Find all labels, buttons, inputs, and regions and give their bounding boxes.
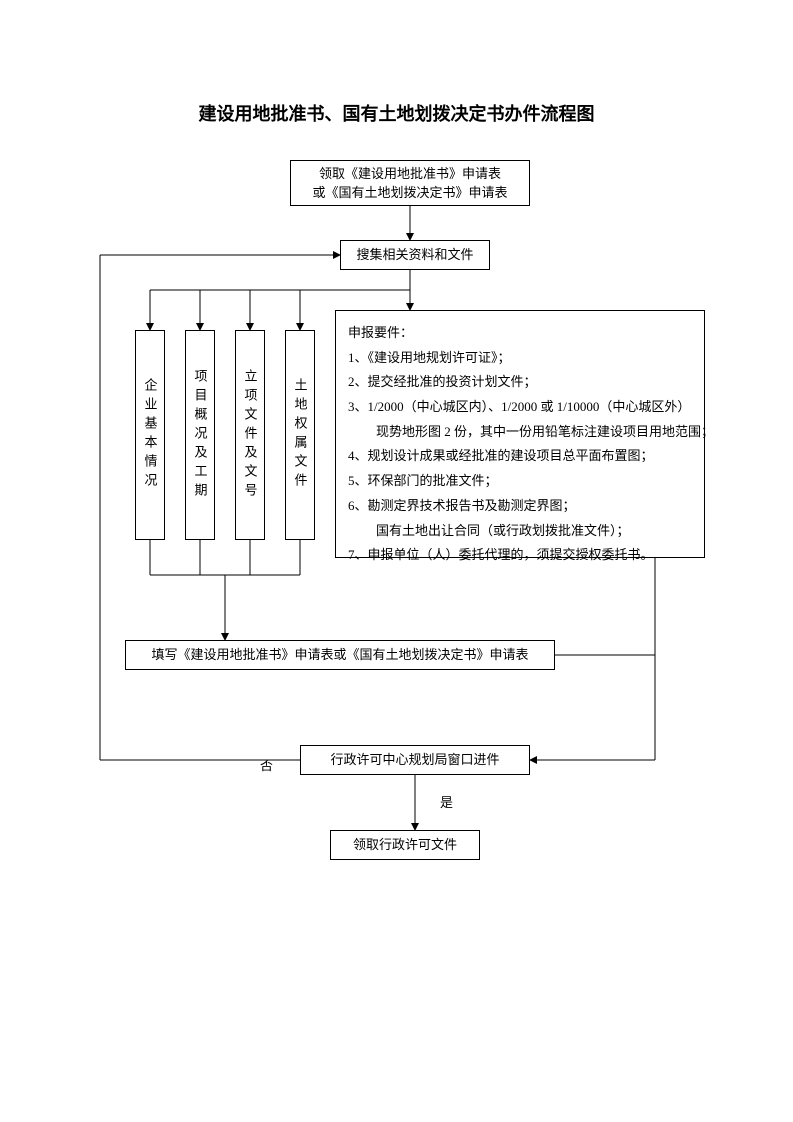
node-receive-permit: 领取行政许可文件 (330, 830, 480, 860)
req-header: 申报要件： (348, 321, 692, 346)
req-item-3: 3、1/2000（中心城区内）、1/2000 或 1/10000（中心城区外） (348, 395, 692, 420)
col-land-ownership: 土地权属文件 (285, 330, 315, 540)
node-receive-form: 领取《建设用地批准书》申请表 或《国有土地划拨决定书》申请表 (290, 160, 530, 206)
req-item-6b: 国有土地出让合同（或行政划拨批准文件）； (348, 519, 692, 544)
col-approval-docs: 立项文件及文号 (235, 330, 265, 540)
node-submit-window: 行政许可中心规划局窗口进件 (300, 745, 530, 775)
col-project-overview: 项目概况及工期 (185, 330, 215, 540)
page-title: 建设用地批准书、国有土地划拨决定书办件流程图 (0, 100, 793, 126)
req-item-2: 2、提交经批准的投资计划文件； (348, 370, 692, 395)
requirements-box: 申报要件： 1、《建设用地规划许可证》； 2、提交经批准的投资计划文件； 3、1… (335, 310, 705, 558)
req-item-1: 1、《建设用地规划许可证》； (348, 346, 692, 371)
n1-line2: 或《国有土地划拨决定书》申请表 (312, 183, 507, 203)
req-item-4: 4、规划设计成果或经批准的建设项目总平面布置图； (348, 444, 692, 469)
req-item-5: 5、环保部门的批准文件； (348, 469, 692, 494)
label-no: 否 (260, 755, 273, 774)
label-yes: 是 (440, 792, 453, 811)
req-item-7: 7、申报单位（人）委托代理的，须提交授权委托书。 (348, 543, 692, 568)
n1-line1: 领取《建设用地批准书》申请表 (312, 164, 507, 184)
node-collect-docs: 搜集相关资料和文件 (340, 240, 490, 270)
req-item-3b: 现势地形图 2 份，其中一份用铅笔标注建设项目用地范围； (348, 420, 692, 445)
col-enterprise-info: 企业基本情况 (135, 330, 165, 540)
req-item-6: 6、勘测定界技术报告书及勘测定界图； (348, 494, 692, 519)
node-fill-form: 填写《建设用地批准书》申请表或《国有土地划拨决定书》申请表 (125, 640, 555, 670)
